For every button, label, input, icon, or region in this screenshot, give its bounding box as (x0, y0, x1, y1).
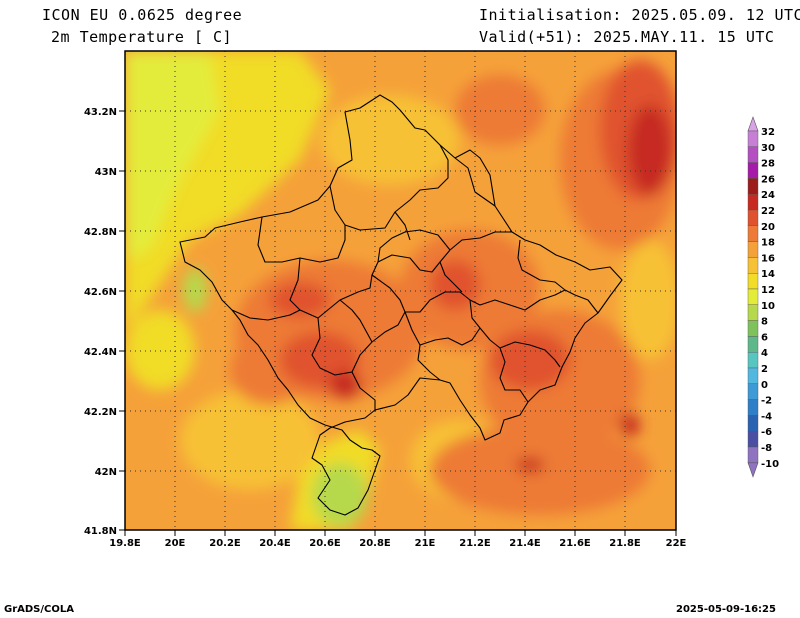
colorbar-level-label: 14 (761, 269, 775, 280)
colorbar-swatch (747, 225, 759, 242)
lat-label: 41.8N (84, 526, 117, 537)
colorbar-swatch (747, 273, 759, 290)
colorbar-swatch (747, 415, 759, 432)
colorbar-swatch (747, 162, 759, 179)
colorbar-level-label: 8 (761, 317, 768, 328)
colorbar-level-label: 0 (761, 380, 768, 391)
colorbar-level-label: 26 (761, 174, 775, 185)
lon-label: 21.2E (459, 538, 491, 549)
lat-label: 43N (95, 167, 117, 178)
colorbar-level-label: 16 (761, 253, 775, 264)
colorbar-level-label: 12 (761, 285, 775, 296)
colorbar-level-label: 6 (761, 332, 768, 343)
colorbar-level-label: 22 (761, 206, 775, 217)
lat-label: 42.8N (84, 227, 117, 238)
colorbar-level-label: 18 (761, 238, 775, 249)
colorbar-swatch (747, 178, 759, 195)
colorbar-max-arrow (747, 116, 759, 132)
valid-time: Valid(+51): 2025.MAY.11. 15 UTC (479, 28, 775, 46)
lon-label: 20.2E (209, 538, 241, 549)
colorbar-swatch (747, 241, 759, 258)
lon-label: 20.6E (309, 538, 341, 549)
lon-label: 22E (666, 538, 687, 549)
lat-label: 42.4N (84, 347, 117, 358)
colorbar-level-label: -2 (761, 396, 772, 407)
colorbar-level-label: 10 (761, 301, 775, 312)
init-time: Initialisation: 2025.05.09. 12 UTC (479, 6, 800, 24)
axis-ticks (119, 110, 677, 536)
colorbar-swatch (747, 336, 759, 353)
lat-axis-labels: 43.2N 43N 42.8N 42.6N 42.4N 42.2N 42N 41… (84, 107, 117, 537)
colorbar-level-label: -8 (761, 443, 772, 454)
colorbar-swatch (747, 257, 759, 274)
colorbar-level-label: 20 (761, 222, 775, 233)
lon-label: 21E (415, 538, 436, 549)
colorbar-swatch (747, 209, 759, 227)
colorbar-swatch (747, 288, 759, 306)
colorbar-level-label: -4 (761, 411, 772, 422)
colorbar-swatch (747, 399, 759, 416)
colorbar-swatch (747, 383, 759, 400)
colorbar-swatch (747, 146, 759, 163)
colorbar-swatch (747, 320, 759, 337)
lon-label: 21.6E (559, 538, 591, 549)
lon-label: 20.8E (359, 538, 391, 549)
colorbar-swatch (747, 446, 759, 464)
colorbar-level-label: 30 (761, 143, 775, 154)
generation-timestamp: 2025-05-09-16:25 (676, 604, 776, 615)
lon-label: 19.8E (109, 538, 141, 549)
lat-label: 42.6N (84, 287, 117, 298)
lat-label: 42.2N (84, 407, 117, 418)
colorbar-swatch (747, 130, 759, 148)
lon-label: 20E (165, 538, 186, 549)
colorbar-level-label: -6 (761, 427, 772, 438)
colorbar-level-label: 28 (761, 159, 775, 170)
lon-label: 21.4E (509, 538, 541, 549)
colorbar-level-label: 24 (761, 190, 775, 201)
software-credit: GrADS/COLA (4, 604, 74, 615)
colorbar-swatch (747, 431, 759, 448)
region-boundaries (179, 94, 623, 516)
colorbar-level-label: 2 (761, 364, 768, 375)
lon-axis-labels: 19.8E 20E 20.2E 20.4E 20.6E 20.8E 21E 21… (109, 538, 686, 549)
colorbar-min-arrow (747, 462, 759, 478)
colorbar-swatch (747, 304, 759, 321)
colorbar-level-label: 4 (761, 348, 768, 359)
variable-title: 2m Temperature [ C] (51, 28, 233, 46)
model-title: ICON EU 0.0625 degree (42, 6, 243, 24)
colorbar-swatch (747, 352, 759, 369)
lat-label: 42N (95, 467, 117, 478)
temperature-field (125, 51, 676, 530)
lon-label: 21.8E (609, 538, 641, 549)
colorbar-level-label: -10 (761, 459, 779, 470)
colorbar-level-label: 32 (761, 127, 775, 138)
lat-label: 43.2N (84, 107, 117, 118)
lon-label: 20.4E (259, 538, 291, 549)
colorbar-swatch (747, 367, 759, 385)
colorbar-swatch (747, 193, 759, 211)
